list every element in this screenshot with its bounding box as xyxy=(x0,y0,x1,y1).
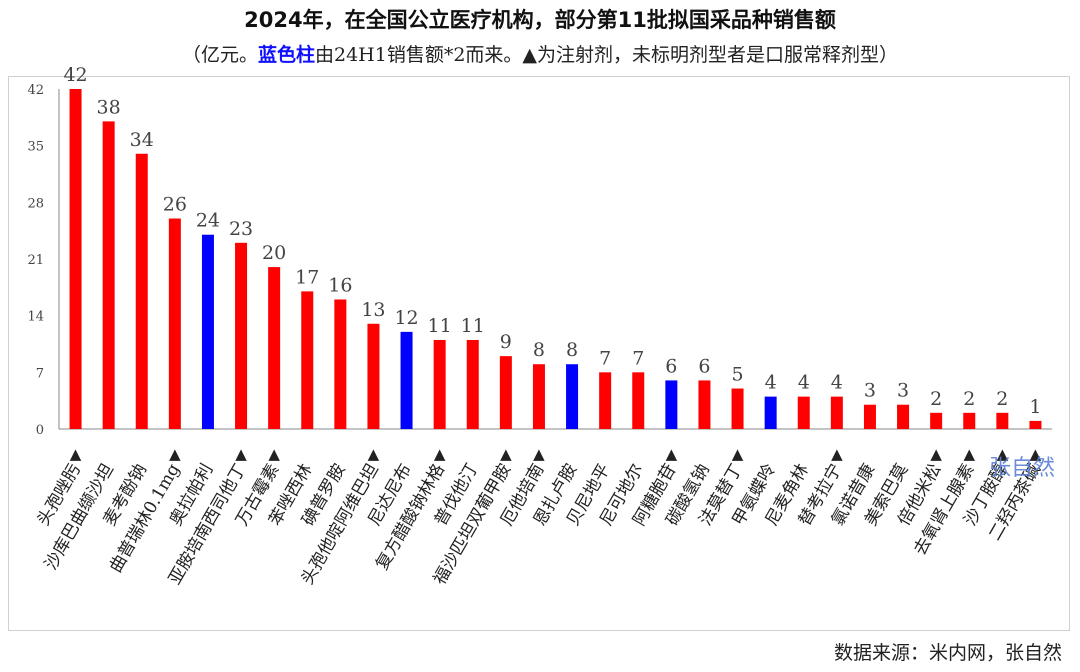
y-tick-label: 28 xyxy=(27,196,44,211)
watermark: 张自然 xyxy=(989,456,1055,481)
data-label: 3 xyxy=(897,380,909,402)
data-label: 8 xyxy=(533,339,545,361)
bar xyxy=(532,364,545,429)
injection-marker-icon: ▲ xyxy=(235,445,247,463)
bar xyxy=(135,153,148,429)
data-label: 38 xyxy=(97,96,121,118)
data-label: 9 xyxy=(500,331,512,353)
data-source: 数据来源：米内网，张自然 xyxy=(833,642,1062,664)
injection-marker-icon: ▲ xyxy=(963,445,975,463)
data-label: 2 xyxy=(963,388,975,410)
data-label: 4 xyxy=(831,372,843,394)
data-label: 6 xyxy=(665,355,677,377)
bar xyxy=(665,380,678,429)
bar xyxy=(830,396,843,429)
data-label: 2 xyxy=(930,388,942,410)
bar xyxy=(996,412,1009,429)
injection-marker-icon: ▲ xyxy=(500,445,512,463)
injection-marker-icon: ▲ xyxy=(1030,445,1042,463)
data-label: 1 xyxy=(1029,396,1041,418)
data-label: 24 xyxy=(196,210,220,232)
bar xyxy=(764,396,777,429)
subtitle-prefix: （亿元。 xyxy=(181,44,258,66)
bar xyxy=(400,331,413,429)
bar xyxy=(731,388,744,429)
data-label: 16 xyxy=(328,274,352,296)
bar xyxy=(930,412,943,429)
injection-marker-icon: ▲ xyxy=(70,445,82,463)
bar xyxy=(897,404,910,429)
data-label: 6 xyxy=(698,355,710,377)
bar xyxy=(69,89,82,429)
bar xyxy=(235,242,248,429)
injection-marker-icon: ▲ xyxy=(666,445,678,463)
bar xyxy=(268,267,281,429)
bar xyxy=(963,412,976,429)
y-tick-label: 35 xyxy=(27,140,44,155)
injection-marker-icon: ▲ xyxy=(930,445,942,463)
injection-marker-icon: ▲ xyxy=(997,445,1009,463)
data-label: 4 xyxy=(765,372,777,394)
data-label: 26 xyxy=(163,194,187,216)
bar xyxy=(863,404,876,429)
chart-subtitle: （亿元。蓝色柱由24H1销售额*2而来。▲为注射剂，未标明剂型者是口服常释剂型） xyxy=(0,40,1080,67)
data-label: 42 xyxy=(63,64,87,86)
injection-marker-icon: ▲ xyxy=(533,445,545,463)
data-label: 7 xyxy=(632,347,644,369)
bar xyxy=(301,291,314,429)
bar xyxy=(466,339,479,429)
y-tick-label: 0 xyxy=(36,423,44,438)
bar xyxy=(566,364,579,429)
bar xyxy=(168,218,181,429)
bar xyxy=(433,339,446,429)
subtitle-suffix: 由24H1销售额*2而来。▲为注射剂，未标明剂型者是口服常释剂型） xyxy=(314,44,899,66)
y-tick-label: 7 xyxy=(36,366,44,381)
bar xyxy=(499,356,512,429)
chart-frame xyxy=(8,76,1070,631)
bar xyxy=(334,299,347,429)
data-label: 23 xyxy=(229,218,253,240)
chart-title: 2024年，在全国公立医疗机构，部分第11批拟国采品种销售额 xyxy=(244,8,836,32)
injection-marker-icon: ▲ xyxy=(434,445,446,463)
data-label: 12 xyxy=(394,307,418,329)
injection-marker-icon: ▲ xyxy=(169,445,181,463)
bar xyxy=(367,323,380,429)
data-label: 4 xyxy=(798,372,810,394)
bar xyxy=(599,372,612,429)
bar xyxy=(698,380,711,429)
bar xyxy=(201,234,214,429)
bar xyxy=(1029,420,1042,429)
injection-marker-icon: ▲ xyxy=(831,445,843,463)
bar xyxy=(632,372,645,429)
data-label: 11 xyxy=(461,315,485,337)
data-label: 3 xyxy=(864,380,876,402)
bar xyxy=(102,121,115,429)
data-label: 5 xyxy=(732,364,744,386)
data-label: 34 xyxy=(130,129,154,151)
data-label: 13 xyxy=(361,299,385,321)
injection-marker-icon: ▲ xyxy=(368,445,380,463)
injection-marker-icon: ▲ xyxy=(732,445,744,463)
data-label: 20 xyxy=(262,242,286,264)
y-tick-label: 21 xyxy=(27,253,44,268)
subtitle-highlight: 蓝色柱 xyxy=(257,44,315,66)
data-label: 2 xyxy=(996,388,1008,410)
injection-marker-icon: ▲ xyxy=(268,445,280,463)
y-tick-label: 14 xyxy=(27,310,44,325)
data-label: 11 xyxy=(428,315,452,337)
data-label: 17 xyxy=(295,266,319,288)
bar xyxy=(797,396,810,429)
y-tick-label: 42 xyxy=(27,83,44,98)
data-label: 8 xyxy=(566,339,578,361)
data-label: 7 xyxy=(599,347,611,369)
